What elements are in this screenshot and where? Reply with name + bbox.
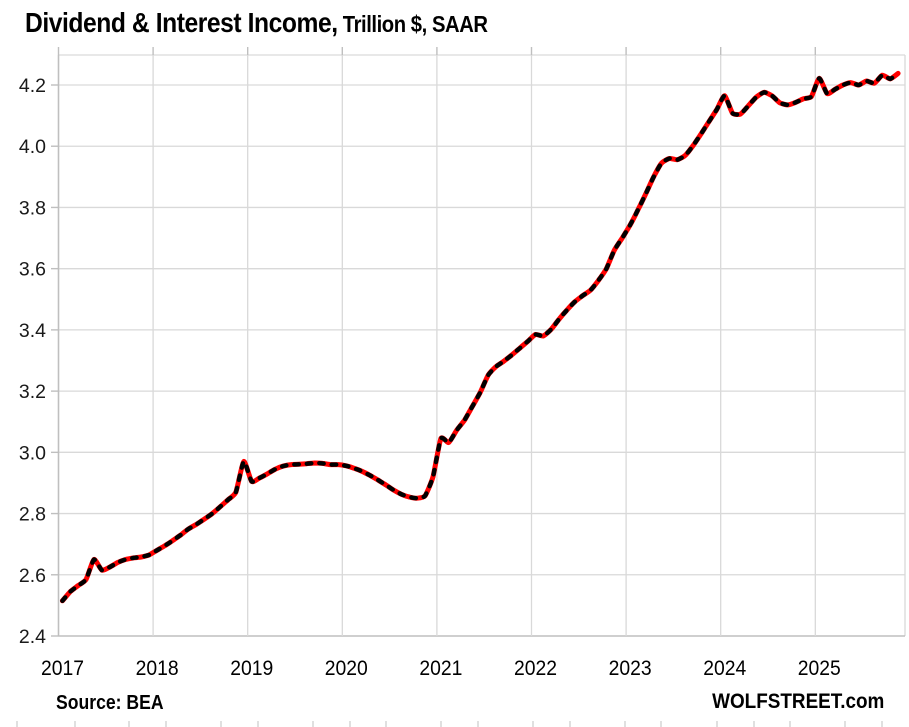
wolfstreet-brand: WOLFSTREET.com <box>711 690 884 713</box>
x-tick-label-text: 2017 <box>41 656 84 680</box>
x-tick-label: 2023 <box>609 656 652 680</box>
x-tick-label-text: 2020 <box>325 656 368 680</box>
x-tick-label-text: 2019 <box>230 656 273 680</box>
x-tick-label: 2021 <box>419 656 462 680</box>
x-tick-label-text: 2025 <box>798 656 841 680</box>
y-tick-label: 3.6 <box>19 259 46 281</box>
x-tick-label: 2020 <box>325 656 368 680</box>
y-tick-label: 3.4 <box>19 320 46 342</box>
x-tick-label: 2017 <box>41 656 84 680</box>
chart-title: Dividend & Interest Income, Trillion $, … <box>25 7 488 39</box>
x-tick-label-text: 2018 <box>136 656 179 680</box>
series-line-red <box>59 70 901 604</box>
chart-title-sub: Trillion $, SAAR <box>337 11 488 37</box>
y-tick-label: 3.2 <box>19 381 46 403</box>
x-tick-label-text: 2022 <box>514 656 557 680</box>
y-tick-label: 3.8 <box>19 197 46 219</box>
y-tick-label: 4.0 <box>19 136 46 158</box>
x-tick-label: 2018 <box>136 656 179 680</box>
x-tick-label: 2022 <box>514 656 557 680</box>
x-tick-label-text: 2024 <box>703 656 746 680</box>
x-tick-label: 2024 <box>703 656 746 680</box>
x-tick-label: 2025 <box>798 656 841 680</box>
chart-title-main: Dividend & Interest Income, <box>25 7 338 38</box>
y-tick-label: 2.8 <box>19 504 46 526</box>
y-tick-label: 3.0 <box>19 442 46 464</box>
x-tick-label: 2019 <box>230 656 273 680</box>
x-tick-label-text: 2023 <box>609 656 652 680</box>
y-tick-label: 4.2 <box>19 75 46 97</box>
y-tick-label: 2.4 <box>19 626 46 648</box>
y-tick-label: 2.6 <box>19 565 46 587</box>
source-note: Source: BEA <box>56 692 164 714</box>
series-line-dash-overlay <box>60 71 901 603</box>
x-tick-label-text: 2021 <box>419 656 462 680</box>
